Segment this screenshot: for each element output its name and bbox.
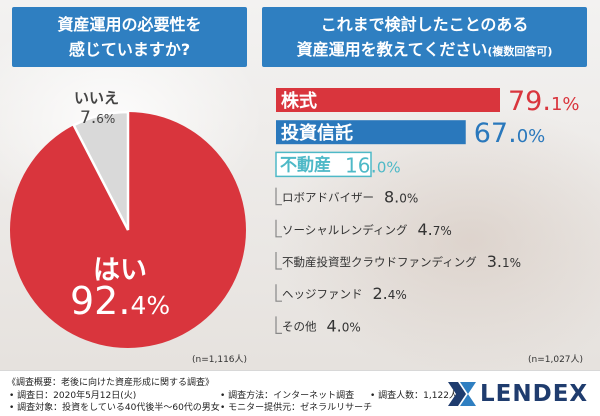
survey-count: • 調査人数：1,122人 (370, 391, 458, 401)
bar-title-box: これまで検討したことのある 資産運用を教えてください(複数回答可) (262, 7, 587, 67)
bar-row: 投資信託 67.0% (276, 118, 545, 149)
bar-value-frac: 4% (388, 288, 407, 302)
bar-title-line1: これまで検討したことのある (320, 15, 529, 34)
pie-sample-size: (n=1,116人) (192, 355, 248, 365)
bar-value-int: 4. (327, 316, 342, 335)
bar-row: ロボアドバイザー 8.0% (275, 187, 418, 207)
bar-value-frac: 0% (377, 158, 401, 176)
bar-category-label: ソーシャルレンディング (282, 223, 408, 237)
survey-date: • 調査日：2020年5月12日(火) (9, 391, 137, 401)
pie-value-no-int: 7. (80, 108, 97, 128)
pie-title-line2: 感じていますか? (68, 40, 191, 59)
bar-value-int: 67. (474, 118, 517, 149)
pie-value-no-frac: 6% (96, 112, 116, 126)
pie-label-yes: はい (93, 255, 147, 286)
bar-category-label: ロボアドバイザー (282, 191, 374, 205)
bar-category-label: 不動産 (280, 154, 331, 175)
pie-value-yes: 92.4% (70, 279, 170, 323)
bar-value-frac: 7% (433, 224, 452, 238)
bar-value-int: 2. (373, 284, 388, 303)
bar-value-int: 3. (487, 252, 502, 271)
bar (276, 120, 466, 145)
bar-category-label: 投資信託 (281, 122, 353, 144)
bar-value-frac: 1% (551, 94, 580, 115)
bar-value-label: 67.0% (474, 118, 546, 149)
bar (276, 88, 500, 112)
bar-value-frac: 1% (502, 256, 521, 270)
bar-value-label: 4.0% (327, 316, 361, 335)
survey-target: • 調査対象：投資をしている40代後半〜60代の男女 (9, 403, 220, 413)
lendex-logo-text: LENDEX (480, 381, 589, 407)
bar-sample-size: (n=1,027人) (528, 355, 584, 365)
bar-row: ソーシャルレンディング 4.7% (275, 219, 452, 239)
bar-value-label: 8.0% (384, 188, 418, 207)
bar-value-int: 4. (417, 220, 432, 239)
lendex-logo: LENDEX (446, 378, 596, 410)
bar-category-label: 不動産投資型クラウドファンディング (282, 255, 477, 269)
pie-value-yes-int: 92. (70, 279, 131, 323)
pie-value-yes-frac: 4% (130, 291, 171, 320)
bar-row: 株式 79.1% (276, 86, 580, 117)
bar-value-label: 4.7% (417, 220, 451, 239)
bar-bracket (275, 187, 282, 206)
bar-value-label: 3.1% (487, 252, 521, 271)
pie-title-box: 資産運用の必要性を 感じていますか? (12, 7, 247, 67)
survey-method: • 調査方法：インターネット調査 (220, 391, 355, 401)
bar-category-label: ヘッジファンド (282, 287, 363, 301)
bar-value-label: 16.0% (345, 153, 401, 177)
bar-bracket (275, 316, 282, 334)
bar-value-int: 79. (508, 86, 551, 117)
pie-value-no: 7.6% (80, 108, 115, 128)
pie-chart (9, 110, 246, 348)
bar-row: 不動産投資型クラウドファンディング 3.1% (275, 252, 521, 271)
bar-value-int: 16. (345, 153, 377, 177)
bar-title-note: (複数回答可) (487, 45, 553, 58)
bar-value-label: 79.1% (508, 86, 580, 117)
pie-title-line1: 資産運用の必要性を (57, 15, 202, 34)
bar-value-frac: 0% (399, 192, 418, 206)
bar-value-int: 8. (384, 188, 399, 207)
bar-value-label: 2.4% (373, 284, 407, 303)
bar-bracket (275, 252, 282, 270)
bar-bracket (275, 219, 282, 238)
bar-bracket (275, 284, 282, 302)
survey-title: 《調査概要：老後に向けた資産形成に関する調査》 (7, 378, 215, 388)
pie-label-no: いいえ (74, 89, 120, 107)
pie-slice-no (72, 110, 130, 231)
survey-monitor: • モニター提供元：ゼネラルリサーチ (220, 403, 373, 413)
bar-value-frac: 0% (517, 126, 546, 147)
survey-footer: 《調査概要：老後に向けた資産形成に関する調査》 • 調査日：2020年5月12日… (0, 370, 600, 416)
bar-category-label: 株式 (281, 90, 317, 112)
bar-value-frac: 0% (342, 320, 361, 334)
bar-title-line2: 資産運用を教えてください (296, 40, 488, 59)
bar-chart: 株式 79.1%投資信託 67.0%不動産 16.0%ロボアドバイザー 8.0%ソーシャ… (275, 86, 580, 335)
bar-row: ヘッジファンド 2.4% (275, 284, 407, 303)
bar-category-label: その他 (282, 319, 317, 333)
bar-row: 不動産 16.0% (275, 151, 401, 178)
lendex-logo-icon (448, 382, 476, 406)
bar-row: その他 4.0% (275, 316, 361, 335)
bar (275, 151, 372, 178)
